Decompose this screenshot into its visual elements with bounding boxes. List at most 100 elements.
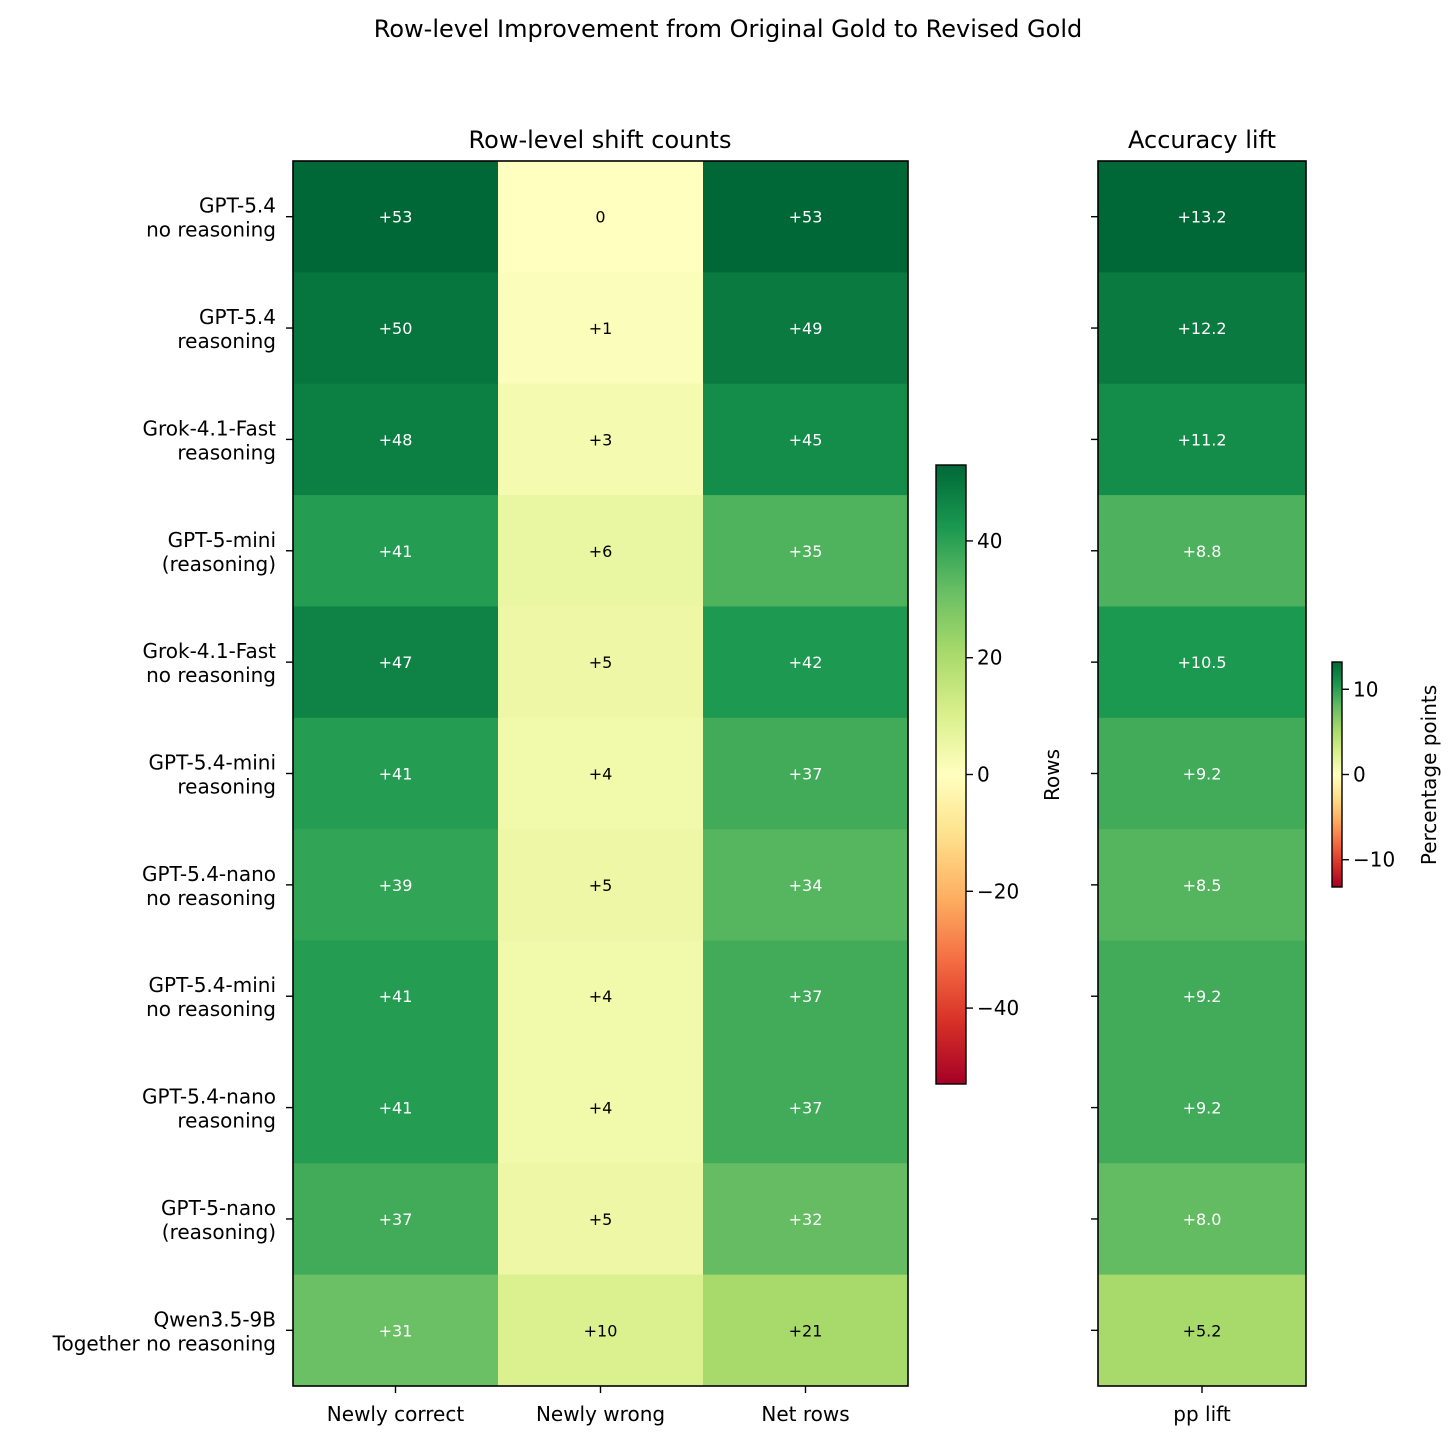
left-panel-title: Row-level shift counts — [469, 126, 732, 154]
row-label: GPT-5.4 no reasoning — [146, 194, 276, 242]
heatmap-cell — [703, 495, 909, 607]
colorbar-rows-label: Rows — [1040, 749, 1064, 801]
cell-label: +1 — [589, 319, 613, 338]
row-label: GPT-5.4-nano no reasoning — [142, 862, 276, 910]
cell-label: +9.2 — [1183, 765, 1222, 784]
heatmap-cell — [703, 1163, 909, 1276]
colorbar-rows — [935, 464, 967, 1085]
heatmap-cell — [293, 606, 499, 719]
colorbar-tick-label: 0 — [977, 763, 990, 787]
heatmap-cell — [1098, 272, 1306, 385]
heatmap-cell — [1098, 1163, 1306, 1276]
cell-label: +4 — [589, 765, 613, 784]
heatmap-cell — [293, 717, 499, 830]
heatmap-cell — [293, 161, 499, 273]
heatmap-cell — [498, 717, 704, 830]
heatmap-cell — [293, 272, 499, 385]
cell-label: +5 — [589, 876, 613, 895]
heatmap-cell — [1098, 1051, 1306, 1164]
colorbar-tick-label: 10 — [1353, 677, 1378, 701]
column-label: Net rows — [761, 1402, 849, 1426]
row-label: Grok-4.1-Fast reasoning — [142, 416, 276, 464]
heatmap-cell — [1098, 717, 1306, 830]
heatmap-cell — [498, 1163, 704, 1276]
heatmap-cell — [293, 383, 499, 496]
cell-label: +8.5 — [1183, 876, 1222, 895]
heatmap-cell — [498, 829, 704, 942]
row-label: GPT-5.4 reasoning — [177, 305, 276, 353]
cell-label: +34 — [789, 876, 823, 895]
cell-label: +3 — [589, 430, 613, 449]
heatmap-cell — [1098, 383, 1306, 496]
cell-label: +37 — [789, 1099, 823, 1118]
cell-label: +41 — [379, 1099, 413, 1118]
row-label: GPT-5.4-nano reasoning — [142, 1085, 276, 1133]
cell-label: +4 — [589, 987, 613, 1006]
cell-label: 0 — [595, 208, 605, 227]
row-label: GPT-5.4-mini reasoning — [149, 751, 276, 799]
cell-label: +6 — [589, 542, 613, 561]
cell-label: +8.8 — [1183, 542, 1222, 561]
cell-label: +13.2 — [1177, 208, 1226, 227]
heatmap-cell — [1098, 495, 1306, 607]
cell-label: +35 — [789, 542, 823, 561]
row-label: GPT-5-mini (reasoning) — [162, 528, 276, 576]
column-label: Newly correct — [327, 1402, 465, 1426]
column-label: Newly wrong — [536, 1402, 665, 1426]
heatmap-cell — [498, 161, 704, 273]
heatmap-cell — [1098, 161, 1306, 273]
row-label: GPT-5.4-mini no reasoning — [146, 973, 276, 1021]
heatmap-cell — [703, 829, 909, 942]
cell-label: +49 — [789, 319, 823, 338]
cell-label: +32 — [789, 1210, 823, 1229]
cell-label: +8.0 — [1183, 1210, 1222, 1229]
heatmap-cell — [498, 272, 704, 385]
heatmap-cell — [703, 940, 909, 1053]
heatmap-cell — [1098, 940, 1306, 1053]
heatmap-cell — [293, 1274, 499, 1387]
heatmap-cell — [498, 1051, 704, 1164]
cell-label: +21 — [789, 1321, 823, 1340]
cell-label: +11.2 — [1177, 430, 1226, 449]
cell-label: +50 — [379, 319, 413, 338]
left-heatmap: +53 0 +53 +50 +1 +49 +48 +3 +45 +41 +6 +35 +47 +5 +42 +… — [293, 161, 909, 1387]
heatmap-cell — [703, 1274, 909, 1387]
cell-label: +53 — [379, 208, 413, 227]
heatmap-cell — [498, 940, 704, 1053]
cell-label: +39 — [379, 876, 413, 895]
cell-label: +12.2 — [1177, 319, 1226, 338]
heatmap-cell — [703, 272, 909, 385]
heatmap-cell — [703, 161, 909, 273]
heatmap-cell — [1098, 606, 1306, 719]
colorbar-pp-label: Percentage points — [1417, 685, 1441, 865]
cell-label: +37 — [789, 987, 823, 1006]
cell-label: +5 — [589, 1210, 613, 1229]
heatmap-cell — [1098, 829, 1306, 942]
column-label: pp lift — [1173, 1402, 1231, 1426]
colorbar-pp — [1331, 661, 1343, 888]
right-panel-title: Accuracy lift — [1128, 126, 1276, 154]
cell-label: +47 — [379, 653, 413, 672]
cell-label: +48 — [379, 430, 413, 449]
heatmap-cell — [293, 829, 499, 942]
cell-label: +41 — [379, 987, 413, 1006]
cell-label: +45 — [789, 430, 823, 449]
cell-label: +4 — [589, 1099, 613, 1118]
right-heatmap: +13.2 +12.2 +11.2 +8.8 +10.5 +9.2 +8.5 +9.2 +9.2… — [1098, 161, 1306, 1387]
heatmap-cell — [498, 495, 704, 607]
colorbar-tick-label: 40 — [977, 529, 1002, 553]
colorbar-tick-label: −20 — [977, 879, 1019, 903]
heatmap-cell — [293, 1051, 499, 1164]
heatmap-cell — [498, 383, 704, 496]
heatmap-cell — [293, 1163, 499, 1276]
cell-label: +5 — [589, 653, 613, 672]
cell-label: +10.5 — [1177, 653, 1226, 672]
figure-title: Row-level Improvement from Original Gold… — [374, 15, 1082, 43]
cell-label: +9.2 — [1183, 987, 1222, 1006]
cell-label: +37 — [789, 765, 823, 784]
cell-label: +41 — [379, 542, 413, 561]
cell-label: +41 — [379, 765, 413, 784]
cell-label: +42 — [789, 653, 823, 672]
colorbar-tick-label: −10 — [1353, 848, 1395, 872]
